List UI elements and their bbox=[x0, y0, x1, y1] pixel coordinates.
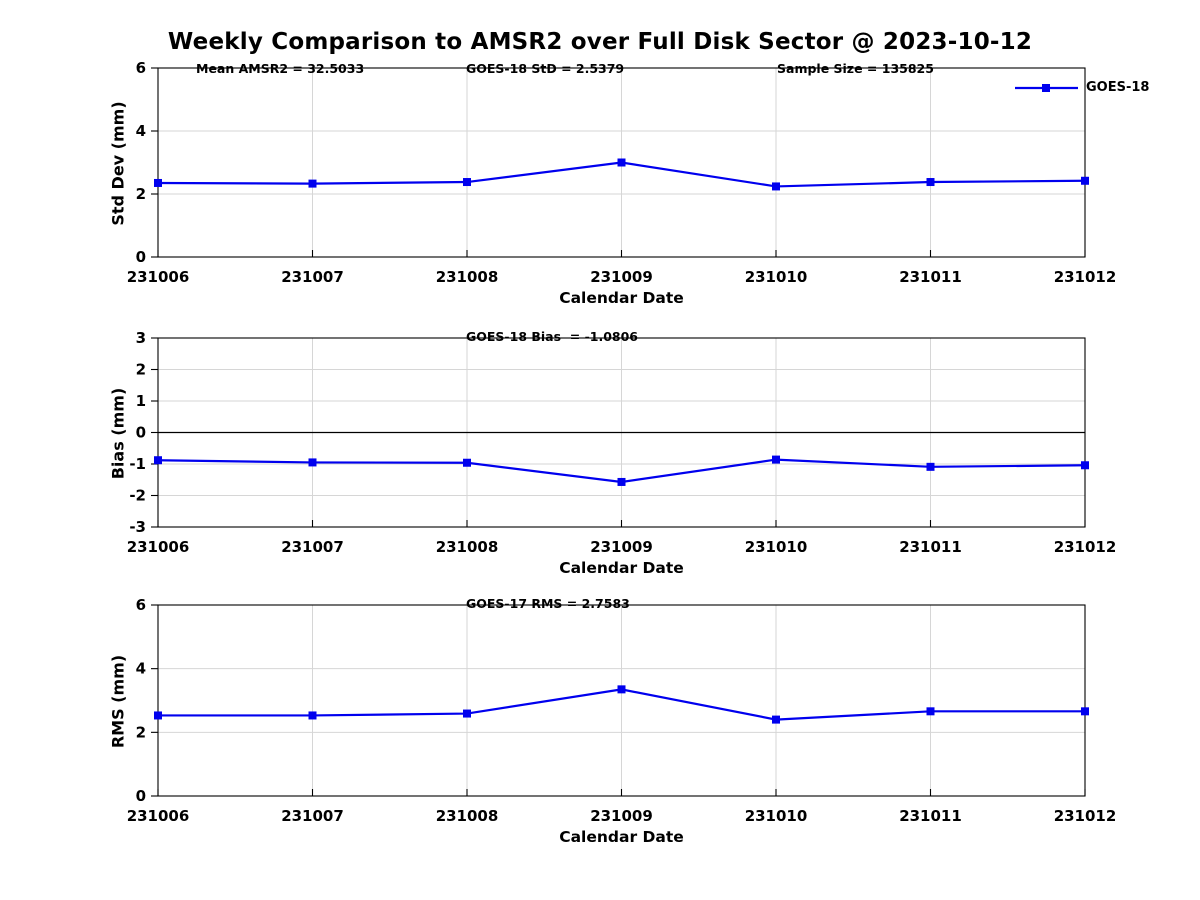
data-point-marker bbox=[1081, 707, 1089, 716]
annotation-sample-size: Sample Size = 135825 bbox=[777, 61, 934, 76]
y-tick-label: 2 bbox=[136, 185, 146, 203]
gridlines bbox=[158, 605, 1085, 796]
y-tick-label: 4 bbox=[136, 660, 146, 678]
data-point-marker bbox=[617, 477, 626, 486]
x-tick-label: 231009 bbox=[590, 538, 653, 556]
legend-line-marker bbox=[1015, 84, 1078, 92]
y-tick-label: 6 bbox=[136, 596, 146, 614]
annotation-goes18-bias: GOES-18 Bias = -1.0806 bbox=[466, 329, 639, 344]
y-axis-label-rms: RMS (mm) bbox=[108, 654, 128, 749]
data-point-marker bbox=[463, 458, 471, 467]
x-axis-label-bottom: Calendar Date bbox=[559, 828, 684, 846]
y-tick-label: 0 bbox=[136, 424, 146, 442]
x-tick-label: 231012 bbox=[1054, 538, 1117, 556]
y-tick-label: -3 bbox=[129, 518, 146, 536]
data-point-marker bbox=[154, 456, 162, 465]
x-tick-label: 231012 bbox=[1054, 807, 1117, 825]
tick-marks bbox=[151, 67, 1086, 258]
data-point-marker bbox=[1081, 176, 1089, 185]
y-tick-label: 4 bbox=[136, 122, 146, 140]
y-tick-label: 6 bbox=[136, 59, 146, 77]
x-tick-label: 231011 bbox=[899, 268, 962, 286]
x-tick-label: 231011 bbox=[899, 807, 962, 825]
tick-marks bbox=[151, 337, 1086, 528]
x-tick-label: 231007 bbox=[281, 807, 344, 825]
annotation-goes18-std: GOES-18 StD = 2.5379 bbox=[466, 61, 625, 76]
x-tick-label: 231006 bbox=[127, 807, 190, 825]
gridlines bbox=[158, 68, 1085, 257]
y-tick-label: -2 bbox=[129, 487, 146, 505]
plot-rms: 231006 231007 231008 231009 231010 231011 2310… bbox=[127, 596, 1117, 825]
y-tick-label: 0 bbox=[136, 787, 146, 805]
data-point-marker bbox=[308, 458, 317, 467]
annotation-mean-amsr2: Mean AMSR2 = 32.5033 bbox=[196, 61, 365, 76]
y-axis-label-std-dev: Std Dev (mm) bbox=[108, 101, 128, 226]
x-axis-label-middle: Calendar Date bbox=[559, 559, 684, 577]
x-axis-label-top: Calendar Date bbox=[559, 289, 684, 307]
data-point-marker bbox=[463, 709, 471, 718]
data-point-marker bbox=[926, 462, 935, 471]
x-tick-label: 231007 bbox=[281, 268, 344, 286]
data-point-marker bbox=[1081, 461, 1089, 470]
data-point-marker bbox=[926, 707, 935, 716]
x-tick-label: 231009 bbox=[590, 268, 653, 286]
data-point-marker bbox=[154, 178, 162, 187]
data-point-marker bbox=[463, 178, 471, 187]
x-tick-label: 231009 bbox=[590, 807, 653, 825]
x-tick-label: 231006 bbox=[127, 538, 190, 556]
data-point-marker bbox=[154, 711, 162, 720]
y-tick-label: 3 bbox=[136, 329, 146, 347]
data-point-marker bbox=[617, 685, 626, 694]
x-tick-label: 231008 bbox=[436, 807, 499, 825]
x-tick-label: 231010 bbox=[745, 268, 808, 286]
x-tick-label: 231007 bbox=[281, 538, 344, 556]
data-point-marker bbox=[926, 178, 935, 187]
data-point-marker bbox=[617, 158, 626, 167]
x-tick-label: 231012 bbox=[1054, 268, 1117, 286]
legend-label: GOES-18 bbox=[1086, 80, 1150, 95]
y-tick-label: 1 bbox=[136, 392, 146, 410]
data-point-marker bbox=[308, 711, 317, 720]
figure-title: Weekly Comparison to AMSR2 over Full Dis… bbox=[167, 29, 1033, 55]
data-point-marker bbox=[772, 455, 780, 464]
x-tick-label: 231008 bbox=[436, 268, 499, 286]
data-point-marker bbox=[772, 715, 780, 724]
plot-std-dev: 231006 231007 231008 231009 231010 231011 2310… bbox=[127, 59, 1117, 286]
x-tick-label: 231006 bbox=[127, 268, 190, 286]
y-tick-label: 2 bbox=[136, 361, 146, 379]
data-point-marker bbox=[772, 182, 780, 191]
annotation-goes17-rms: GOES-17 RMS = 2.7583 bbox=[466, 596, 630, 611]
x-tick-label: 231008 bbox=[436, 538, 499, 556]
x-tick-label: 231010 bbox=[745, 807, 808, 825]
y-tick-label: 2 bbox=[136, 723, 146, 741]
data-point-marker bbox=[308, 179, 317, 188]
tick-marks bbox=[151, 604, 1086, 797]
x-tick-label: 231011 bbox=[899, 538, 962, 556]
y-tick-label: -1 bbox=[129, 455, 146, 473]
plot-bias: 231006 231007 231008 231009 231010 231011 2310… bbox=[127, 329, 1117, 556]
y-tick-label: 0 bbox=[136, 248, 146, 266]
x-tick-label: 231010 bbox=[745, 538, 808, 556]
y-axis-label-bias: Bias (mm) bbox=[108, 387, 128, 480]
